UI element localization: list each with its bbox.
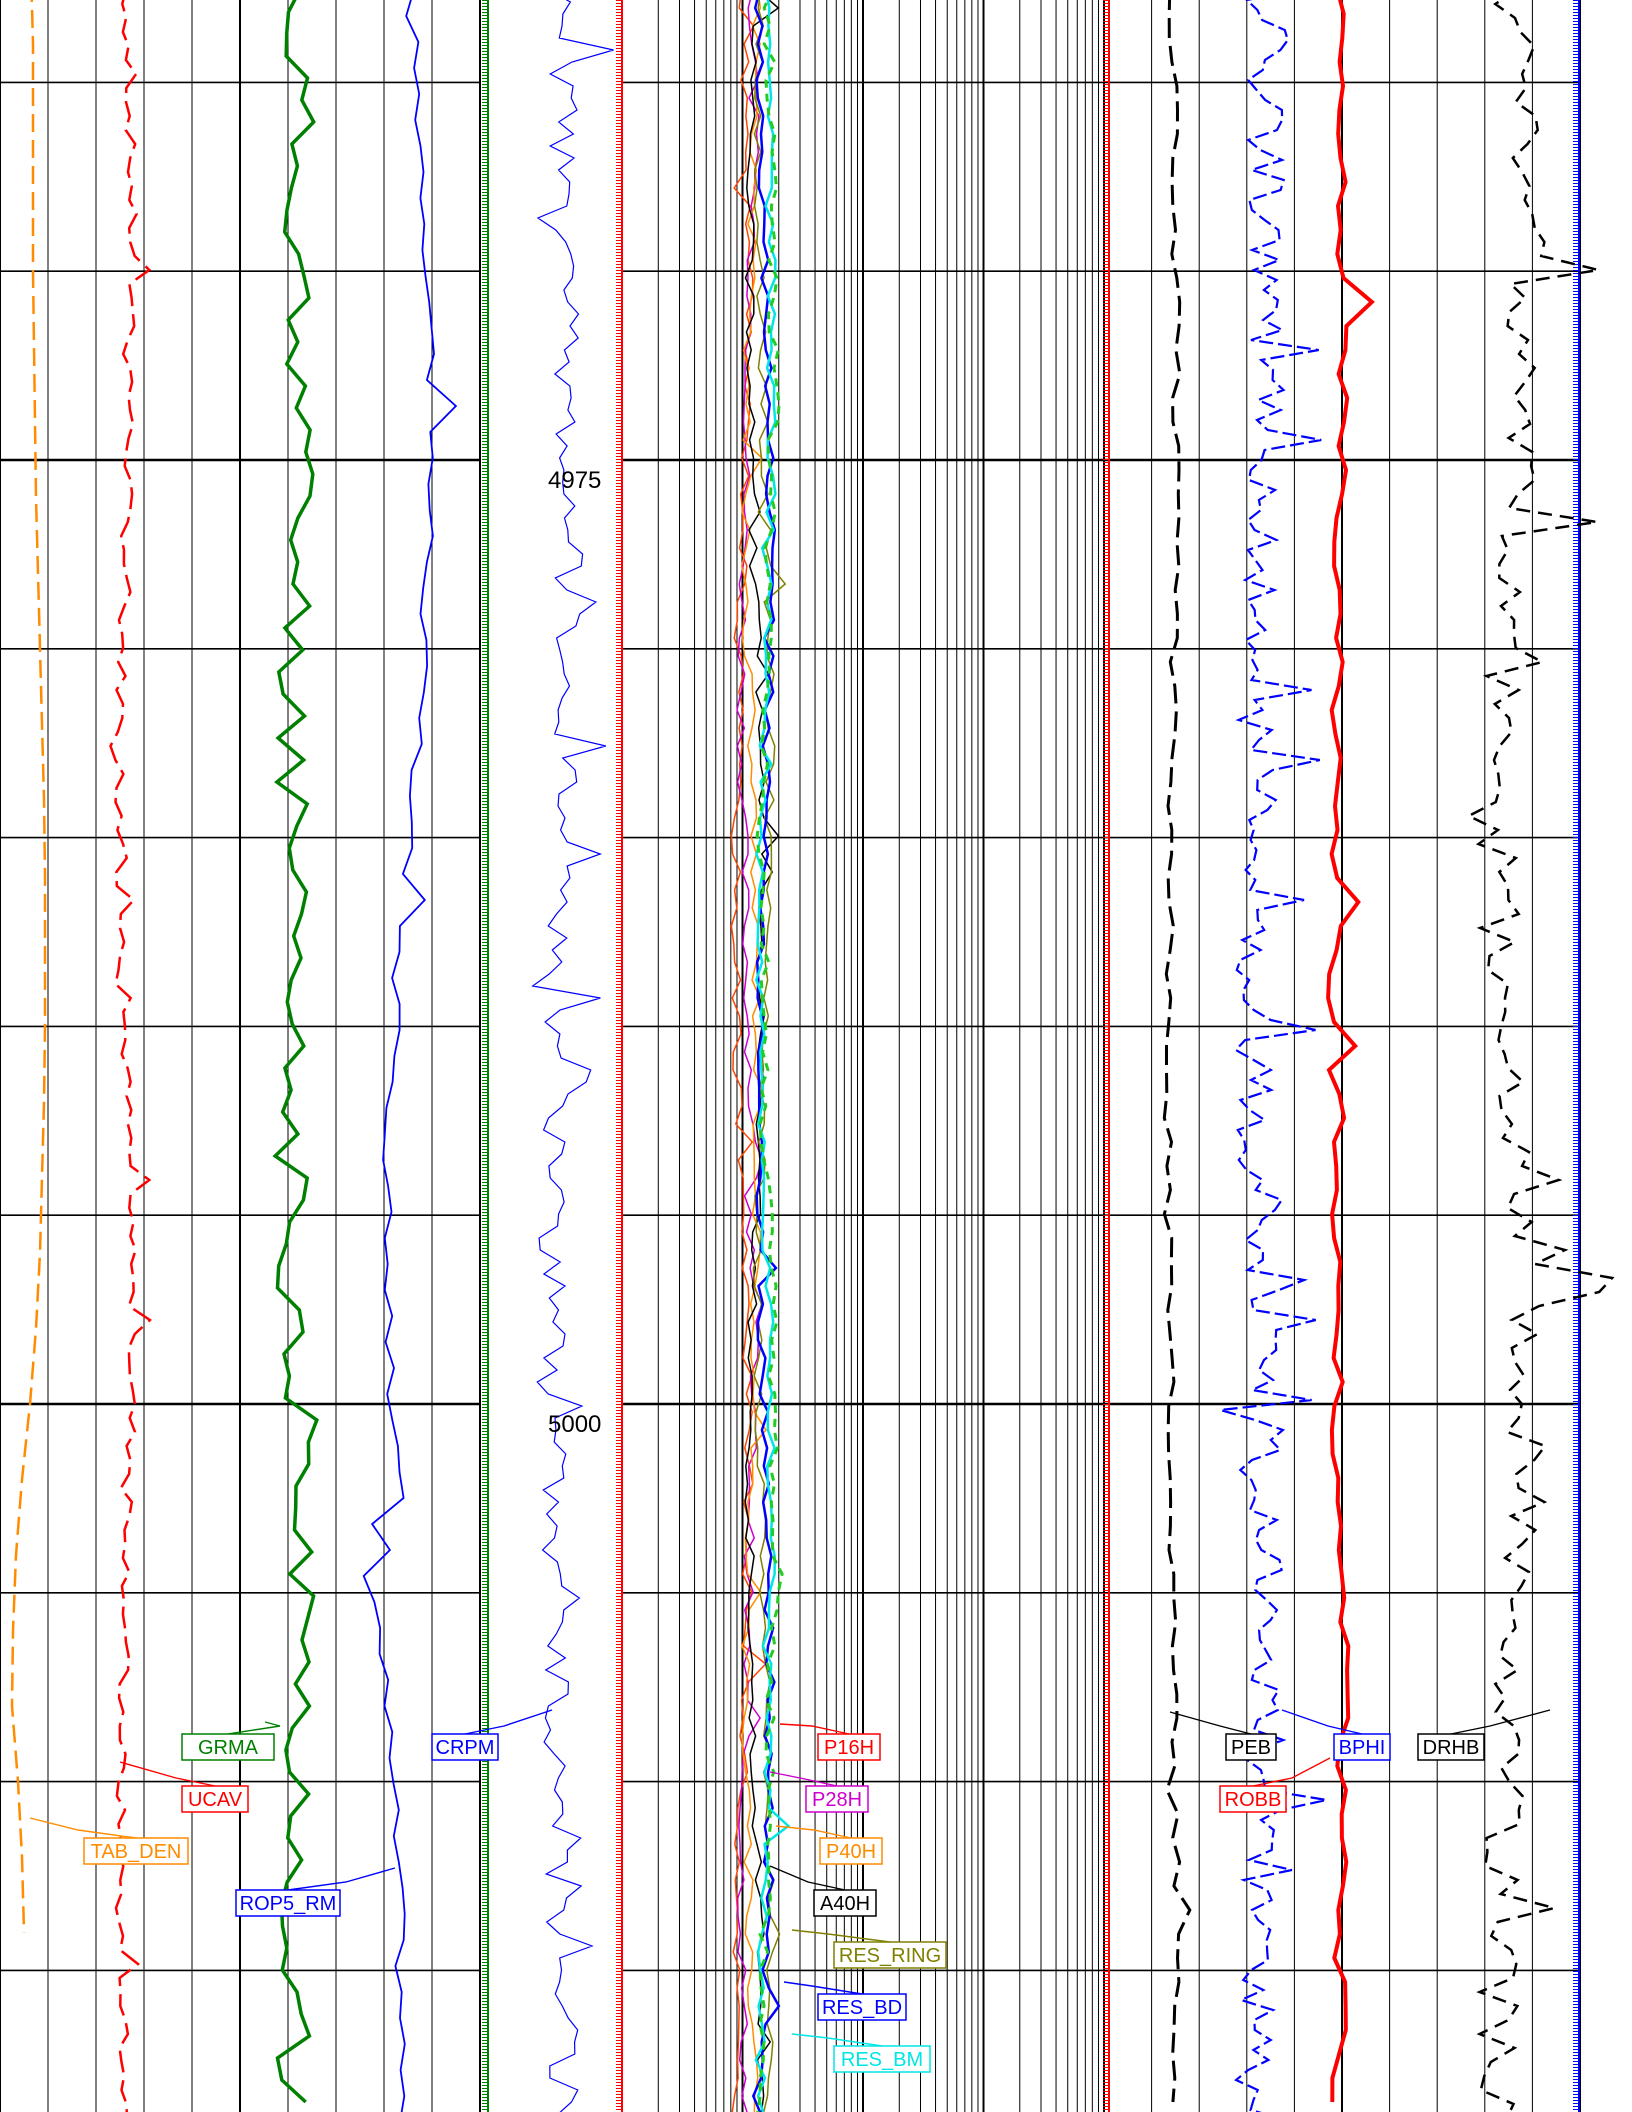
res-ring-tag-leader xyxy=(791,1929,891,1943)
drhb-curve xyxy=(1465,0,1615,2112)
rop5-rm-tag-box xyxy=(235,1889,341,1917)
p16h-tag-leader xyxy=(779,1723,850,1735)
p28h-curve xyxy=(736,0,763,2112)
grma-tag-leader xyxy=(227,1721,281,1735)
peb-tag-box xyxy=(1225,1733,1277,1761)
robb-tag-leader xyxy=(1252,1757,1331,1787)
crpm-curve xyxy=(531,0,614,2112)
peb-curve xyxy=(1162,0,1192,2103)
a40h-tag-box xyxy=(813,1889,877,1917)
rop5-rm-tag-leader xyxy=(287,1867,396,1891)
tab-den-tag-box xyxy=(83,1837,189,1865)
robb-tag-box xyxy=(1219,1785,1287,1813)
res-bm-tag-box xyxy=(833,2045,931,2073)
res-bd-tag: RES_BD xyxy=(822,1997,902,2019)
crpm-tag: CRPM xyxy=(436,1737,495,1759)
tag-layer: GRMA UCAV TAB_DEN ROP5_RM CRPM P16H P28H P40H A4… xyxy=(29,1709,1551,2073)
depth-label-4975: 4975 xyxy=(548,467,601,494)
bphi-curve xyxy=(1220,0,1327,2112)
drhb-tag: DRHB xyxy=(1423,1737,1480,1759)
rop5-rm-tag: ROP5_RM xyxy=(240,1893,337,1915)
p16h-tag-box xyxy=(817,1733,881,1761)
robb-curve xyxy=(1326,0,1375,2103)
bphi-tag-box xyxy=(1333,1733,1391,1761)
bphi-tag: BPHI xyxy=(1339,1737,1386,1759)
p40h-tag: P40H xyxy=(826,1841,876,1863)
res-bd-tag-box xyxy=(817,1993,907,2021)
depth-label-5000: 5000 xyxy=(548,1411,601,1438)
res-ring-tag-box xyxy=(833,1941,947,1969)
a40h-tag: A40H xyxy=(820,1893,870,1915)
peb-tag: PEB xyxy=(1231,1737,1271,1759)
res-bm-tag-leader xyxy=(791,2033,883,2047)
bphi-tag-leader xyxy=(1281,1709,1363,1735)
res-bd-tag-leader xyxy=(783,1981,863,1995)
p16h-tag: P16H xyxy=(824,1737,874,1759)
ucav-tag-box xyxy=(181,1785,249,1813)
tab-den-tag-leader xyxy=(29,1817,137,1839)
drhb-tag-leader xyxy=(1450,1709,1551,1735)
p40h-curve xyxy=(740,0,767,2112)
res-bm-tag: RES_BM xyxy=(841,2049,923,2071)
tab-den-tag: TAB_DEN xyxy=(91,1841,182,1863)
a40h-tag-leader xyxy=(769,1865,846,1891)
res-bd-curve xyxy=(751,0,781,2112)
ucav-tag-leader xyxy=(119,1761,216,1787)
crpm-tag-box xyxy=(431,1733,499,1761)
robb-tag: ROBB xyxy=(1225,1789,1282,1811)
grma-curve xyxy=(272,0,319,2104)
res-green-curve xyxy=(755,0,784,2112)
grma-tag: GRMA xyxy=(198,1737,259,1759)
p28h-tag: P28H xyxy=(812,1789,862,1811)
ucav-tag: UCAV xyxy=(188,1789,243,1811)
crpm-tag-leader xyxy=(464,1709,553,1735)
p28h-tag-leader xyxy=(769,1771,838,1787)
p40h-tag-box xyxy=(819,1837,883,1865)
tab-den-curve xyxy=(10,0,47,1933)
rop5-rm-curve xyxy=(362,0,458,2112)
grma-tag-box xyxy=(181,1733,275,1761)
res-ring-tag: RES_RING xyxy=(839,1945,941,1967)
drhb-tag-box xyxy=(1417,1733,1485,1761)
p40h-tag-leader xyxy=(775,1825,852,1839)
label-layer: 4975 5000 xyxy=(548,467,601,1438)
curve-layer xyxy=(10,0,1615,2112)
p28h-tag-box xyxy=(805,1785,869,1813)
peb-tag-leader xyxy=(1169,1711,1252,1735)
